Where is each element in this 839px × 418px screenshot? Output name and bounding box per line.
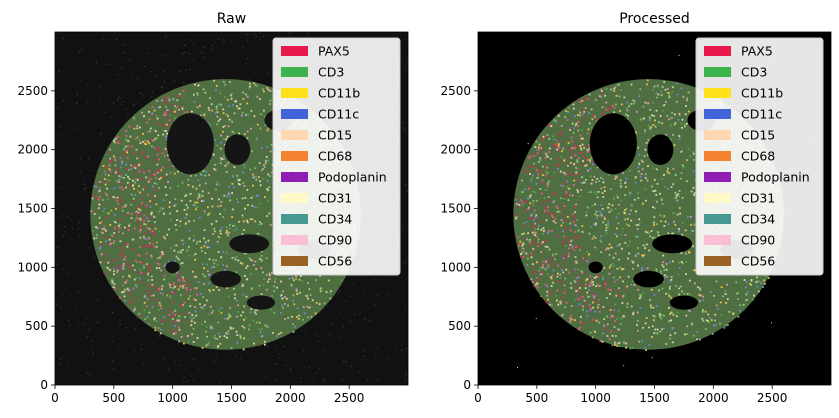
x-tick-label: 2500	[334, 391, 365, 405]
x-tick-label: 2000	[275, 391, 306, 405]
legend-swatch	[704, 214, 731, 224]
legend-swatch	[281, 151, 308, 161]
panel-title: Processed	[619, 11, 690, 27]
legend-swatch	[281, 46, 308, 56]
legend-label: Podoplanin	[318, 170, 387, 185]
legend-label: CD90	[318, 233, 352, 248]
legend-swatch	[281, 88, 308, 98]
legend-label: CD68	[318, 149, 352, 164]
legend-swatch	[281, 67, 308, 77]
x-tick-label: 1000	[157, 391, 188, 405]
legend-swatch	[704, 193, 731, 203]
legend-label: Podoplanin	[741, 170, 810, 185]
legend-label: PAX5	[318, 44, 350, 59]
y-tick-label: 2500	[440, 84, 471, 98]
x-tick-label: 0	[474, 391, 482, 405]
legend-swatch	[704, 130, 731, 140]
legend-swatch	[281, 214, 308, 224]
x-tick-label: 1500	[216, 391, 247, 405]
panel-0: 0 500 1000 1500 2000 2500 0 500 1000 1500 2000 2500…	[17, 11, 409, 405]
y-tick-label: 2500	[17, 84, 48, 98]
legend-label: CD56	[741, 254, 775, 269]
legend-swatch	[281, 109, 308, 119]
legend-label: CD3	[741, 65, 767, 80]
legend-label: CD11b	[741, 86, 783, 101]
panel-title: Raw	[217, 11, 246, 27]
legend-label: CD3	[318, 65, 344, 80]
legend-swatch	[704, 235, 731, 245]
legend-label: CD31	[741, 191, 775, 206]
legend-swatch	[281, 130, 308, 140]
legend-swatch	[281, 256, 308, 266]
legend-swatch	[704, 67, 731, 77]
legend-swatch	[704, 88, 731, 98]
legend-swatch	[281, 172, 308, 182]
y-tick-label: 500	[25, 319, 48, 333]
legend-swatch	[704, 109, 731, 119]
legend-label: CD11c	[318, 107, 359, 122]
panel-1: 0 500 1000 1500 2000 2500 0 500 1000 1500 2000 2500…	[440, 11, 832, 405]
x-tick-label: 2000	[698, 391, 729, 405]
x-tick-label: 2500	[757, 391, 788, 405]
x-tick-label: 1000	[580, 391, 611, 405]
legend-label: CD90	[741, 233, 775, 248]
y-tick-label: 1000	[17, 260, 48, 274]
y-tick-label: 0	[463, 378, 471, 392]
y-tick-label: 2000	[440, 143, 471, 157]
legend-label: CD68	[741, 149, 775, 164]
legend-swatch	[704, 172, 731, 182]
legend-label: CD34	[318, 212, 352, 227]
legend-label: CD56	[318, 254, 352, 269]
legend-swatch	[281, 193, 308, 203]
y-tick-label: 500	[448, 319, 471, 333]
legend-swatch	[704, 151, 731, 161]
y-tick-label: 0	[40, 378, 48, 392]
x-tick-label: 1500	[639, 391, 670, 405]
legend-label: CD15	[741, 128, 775, 143]
legend-label: PAX5	[741, 44, 773, 59]
y-tick-label: 1500	[17, 202, 48, 216]
legend-label: CD15	[318, 128, 352, 143]
legend-swatch	[281, 235, 308, 245]
legend-label: CD34	[741, 212, 775, 227]
legend-label: CD31	[318, 191, 352, 206]
legend-swatch	[704, 256, 731, 266]
y-tick-label: 2000	[17, 143, 48, 157]
legend-label: CD11c	[741, 107, 782, 122]
legend-swatch	[704, 46, 731, 56]
y-tick-label: 1000	[440, 260, 471, 274]
x-tick-label: 500	[525, 391, 548, 405]
y-tick-label: 1500	[440, 202, 471, 216]
x-tick-label: 500	[102, 391, 125, 405]
x-tick-label: 0	[51, 391, 59, 405]
legend-label: CD11b	[318, 86, 360, 101]
